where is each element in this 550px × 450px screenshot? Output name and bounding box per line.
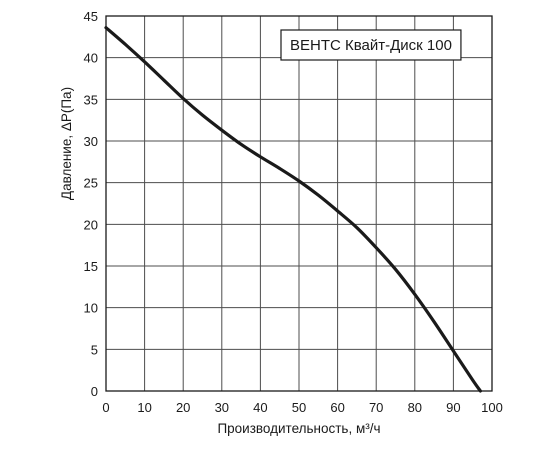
x-tick-label: 60 (330, 400, 344, 415)
plot-area-frame (105, 15, 493, 392)
y-tick-label: 25 (84, 176, 98, 191)
x-axis-title: Производительность, м³/ч (217, 421, 380, 436)
x-tick-label: 40 (253, 400, 267, 415)
y-tick-label: 0 (91, 384, 98, 399)
y-tick-label: 40 (84, 51, 98, 66)
x-tick-label: 30 (215, 400, 229, 415)
x-tick-label: 20 (176, 400, 190, 415)
x-tick-label: 0 (102, 400, 109, 415)
x-tick-label: 80 (408, 400, 422, 415)
x-tick-label: 100 (481, 400, 503, 415)
tick-labels: 0 10 20 30 40 50 60 70 80 90 100 0 5 10 15 20 25 30 35 40 45 (84, 9, 503, 415)
series-layer (104, 26, 483, 393)
y-tick-label: 5 (91, 342, 98, 357)
y-tick-label: 30 (84, 134, 98, 149)
y-axis-title: Давление, ΔP(Па) (59, 87, 74, 200)
legend-frame (280, 29, 462, 61)
grid (106, 16, 492, 391)
x-tick-label: 90 (446, 400, 460, 415)
legend: ВЕНТС Квайт-Диск 100 (280, 29, 462, 61)
x-tick-label: 50 (292, 400, 306, 415)
y-tick-label: 45 (84, 9, 98, 24)
y-tick-label: 35 (84, 92, 98, 107)
y-tick-label: 15 (84, 259, 98, 274)
x-tick-label: 10 (137, 400, 151, 415)
x-tick-label: 70 (369, 400, 383, 415)
legend-label: ВЕНТС Квайт-Диск 100 (290, 37, 452, 54)
series-line (104, 26, 483, 393)
y-tick-label: 20 (84, 217, 98, 232)
y-tick-label: 10 (84, 301, 98, 316)
